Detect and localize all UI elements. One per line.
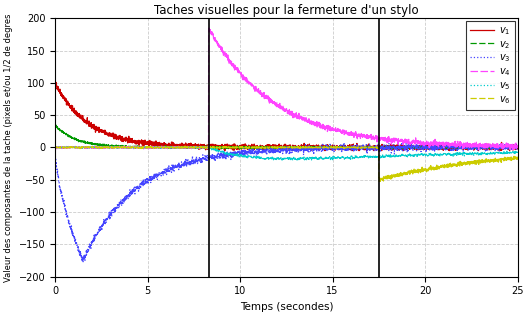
$v_6$ [229,145,235,149]
$v_1$ [250,144,256,148]
$v_3$ [132,187,138,191]
$v_4$ [507,148,514,152]
$v_4$ [52,145,58,149]
$v_1$ [52,80,59,84]
$v_5$ [514,151,521,155]
$v_6$ [52,146,58,149]
$v_2$ [132,146,138,150]
$v_6$ [514,155,521,159]
$v_2$ [249,146,256,150]
$v_3$ [229,151,235,155]
$v_1$ [506,145,512,149]
$v_6$ [456,160,462,164]
$v_3$ [52,147,58,151]
$v_4$ [505,143,512,147]
$v_4$ [105,145,111,149]
$v_3$ [514,144,521,148]
$v_6$ [132,146,138,149]
Line: $v_2$: $v_2$ [55,125,517,149]
$v_2$ [229,145,235,149]
$v_2$ [506,146,512,149]
$v_6$ [376,179,382,183]
$v_2$ [52,123,59,126]
Y-axis label: Valeur des composantes de la tache (pixels et/ou 1/2 de degres: Valeur des composantes de la tache (pixe… [4,13,13,282]
$v_4$ [249,84,256,88]
$v_4$ [229,64,235,67]
$v_1$ [222,149,228,153]
$v_1$ [514,146,521,149]
Line: $v_4$: $v_4$ [55,28,517,150]
Line: $v_1$: $v_1$ [55,82,517,151]
$v_5$ [289,159,296,163]
$v_1$ [456,144,462,148]
$v_3$ [105,216,111,220]
$v_5$ [456,152,462,155]
Line: $v_3$: $v_3$ [55,142,517,263]
$v_4$ [206,26,212,30]
$v_4$ [132,145,138,149]
$v_2$ [326,147,333,151]
$v_2$ [514,146,521,150]
$v_3$ [456,143,462,147]
$v_1$ [105,133,111,137]
Line: $v_6$: $v_6$ [55,146,517,181]
$v_3$ [399,140,405,144]
$v_5$ [161,144,167,148]
$v_5$ [229,152,235,156]
$v_2$ [52,124,58,128]
X-axis label: Temps (secondes): Temps (secondes) [240,302,333,312]
Line: $v_5$: $v_5$ [55,146,517,161]
$v_3$ [506,146,512,149]
$v_6$ [506,157,512,161]
$v_6$ [105,145,111,149]
$v_6$ [182,144,188,148]
$v_4$ [514,146,521,149]
$v_3$ [249,148,256,152]
Title: Taches visuelles pour la fermeture d'un stylo: Taches visuelles pour la fermeture d'un … [154,4,419,17]
$v_4$ [456,143,462,146]
$v_2$ [456,146,462,149]
$v_1$ [52,80,58,84]
$v_5$ [249,155,256,159]
Legend: $v_1$, $v_2$, $v_3$, $v_4$, $v_5$, $v_6$: $v_1$, $v_2$, $v_3$, $v_4$, $v_5$, $v_6$ [466,21,515,110]
$v_5$ [132,146,138,149]
$v_5$ [105,146,111,149]
$v_5$ [52,145,58,149]
$v_2$ [105,143,111,147]
$v_5$ [506,151,512,155]
$v_1$ [132,139,138,143]
$v_1$ [230,146,236,150]
$v_6$ [249,146,256,149]
$v_3$ [80,261,86,264]
